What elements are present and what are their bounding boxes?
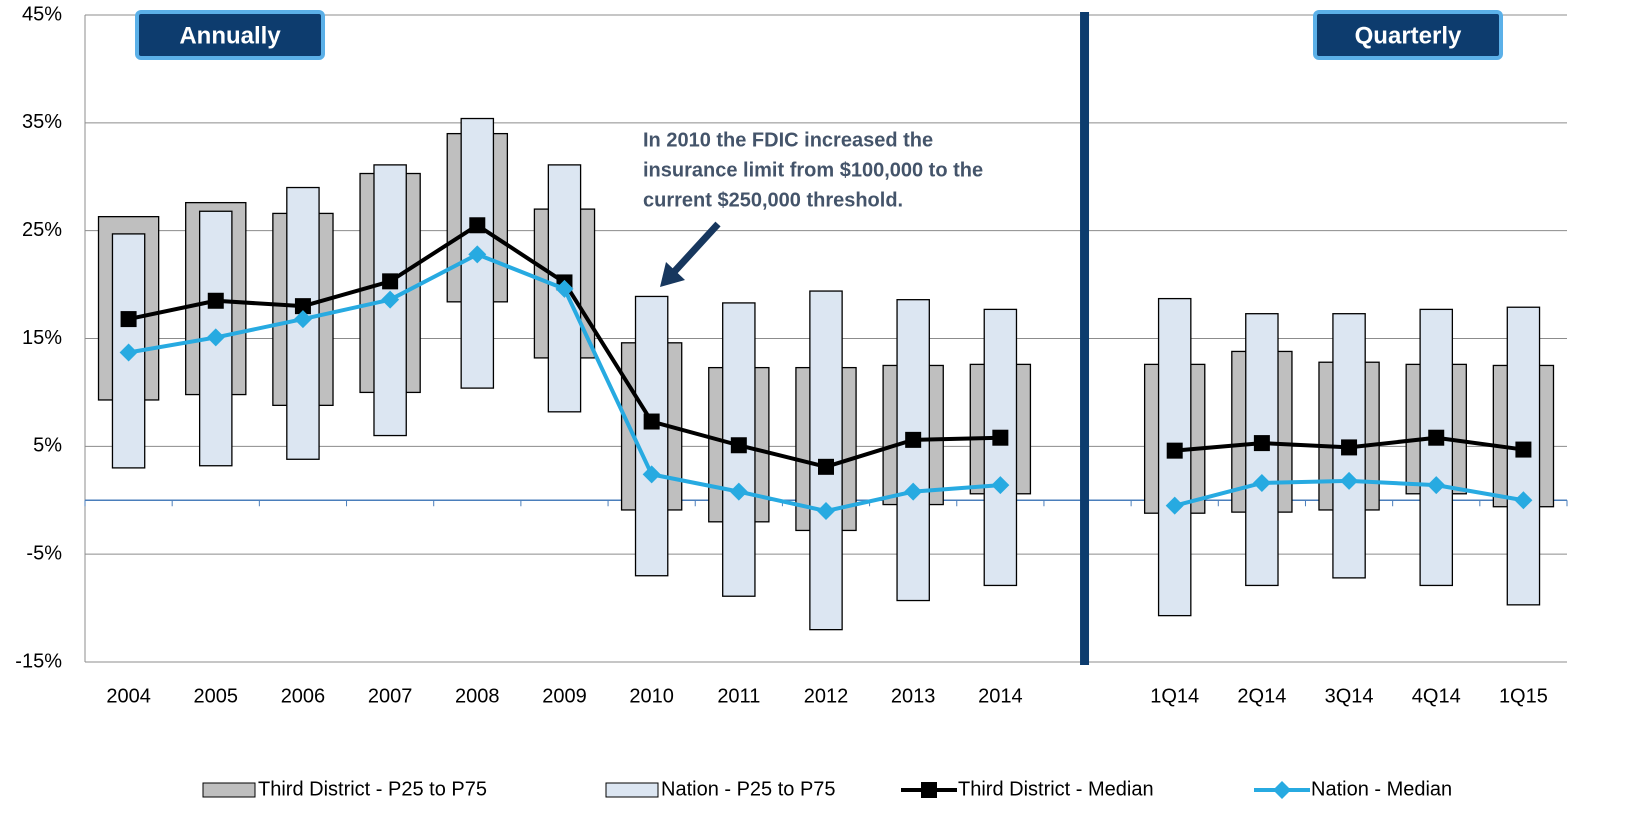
range-bar xyxy=(896,299,930,602)
marker xyxy=(555,279,574,298)
x-tick-label: 2009 xyxy=(542,685,587,707)
x-tick-label: 2Q14 xyxy=(1237,685,1286,707)
range-bar xyxy=(634,295,669,577)
section-box xyxy=(1313,10,1503,60)
marker xyxy=(382,273,399,290)
x-tick-label: 2006 xyxy=(281,685,326,707)
x-tick-label: 2004 xyxy=(106,685,151,707)
y-tick-label: 15% xyxy=(22,327,62,349)
range-bar xyxy=(1419,308,1454,587)
x-tick-label: 2007 xyxy=(368,685,413,707)
marker xyxy=(1252,473,1271,492)
x-tick-label: 2005 xyxy=(194,685,239,707)
y-tick-label: -15% xyxy=(15,650,62,672)
marker xyxy=(206,328,225,347)
x-tick-label: 1Q14 xyxy=(1150,685,1199,707)
marker xyxy=(818,458,834,475)
marker xyxy=(294,298,311,315)
legend-marker xyxy=(921,782,937,798)
marker xyxy=(293,310,312,329)
x-tick-label: 4Q14 xyxy=(1412,685,1461,707)
marker xyxy=(1427,476,1446,495)
x-tick-label: 1Q15 xyxy=(1499,685,1548,707)
x-tick-label: 3Q14 xyxy=(1325,685,1374,707)
marker xyxy=(468,245,487,264)
x-tick-label: 2008 xyxy=(455,685,500,707)
y-tick-label: 45% xyxy=(22,3,62,25)
annotation-arrowhead xyxy=(660,262,685,287)
legend-label: Third District - P25 to P75 xyxy=(258,778,487,800)
legend-swatch xyxy=(202,782,256,798)
marker xyxy=(1428,429,1445,446)
marker xyxy=(1253,435,1270,452)
section-label: Quarterly xyxy=(1355,22,1462,49)
x-tick-label: 2013 xyxy=(891,685,936,707)
y-tick-label: 5% xyxy=(33,435,62,457)
y-tick-label: 25% xyxy=(22,219,62,241)
x-tick-label: 2012 xyxy=(804,685,849,707)
marker xyxy=(120,311,137,328)
marker xyxy=(1340,471,1359,490)
x-tick-label: 2014 xyxy=(978,685,1023,707)
x-tick-label: 2010 xyxy=(629,685,674,707)
section-label: Annually xyxy=(179,22,281,49)
marker xyxy=(991,476,1010,495)
y-tick-label: -5% xyxy=(26,542,62,564)
annotation: In 2010 the FDIC increased the insurance… xyxy=(643,129,983,287)
marker xyxy=(1515,441,1532,458)
marker xyxy=(729,482,748,501)
range-bar xyxy=(983,308,1018,587)
range-bar xyxy=(809,290,843,631)
legend-label: Nation - P25 to P75 xyxy=(661,778,836,800)
x-tick-label: 2011 xyxy=(717,685,760,707)
marker xyxy=(730,437,747,454)
marker xyxy=(817,502,835,521)
marker xyxy=(1165,496,1184,515)
legend-marker xyxy=(1273,781,1291,799)
marker xyxy=(643,413,660,430)
marker xyxy=(904,482,923,501)
legend-swatch xyxy=(605,782,659,798)
marker xyxy=(381,290,400,309)
marker xyxy=(642,465,661,484)
marker xyxy=(469,217,486,234)
annotation-line: In 2010 the FDIC increased the xyxy=(643,129,933,151)
legend-label: Third District - Median xyxy=(958,778,1154,800)
marker xyxy=(207,292,224,309)
marker xyxy=(1166,442,1183,459)
section-box xyxy=(135,10,325,60)
annotation-line: current $250,000 threshold. xyxy=(643,189,903,211)
marker xyxy=(992,429,1009,446)
y-tick-label: 35% xyxy=(22,111,62,133)
annotation-line: insurance limit from $100,000 to the xyxy=(643,159,983,181)
marker xyxy=(905,431,922,448)
annotation-arrow xyxy=(671,221,721,275)
marker xyxy=(119,343,138,362)
legend-label: Nation - Median xyxy=(1311,778,1452,800)
marker xyxy=(1341,439,1358,456)
marker xyxy=(1514,491,1533,510)
